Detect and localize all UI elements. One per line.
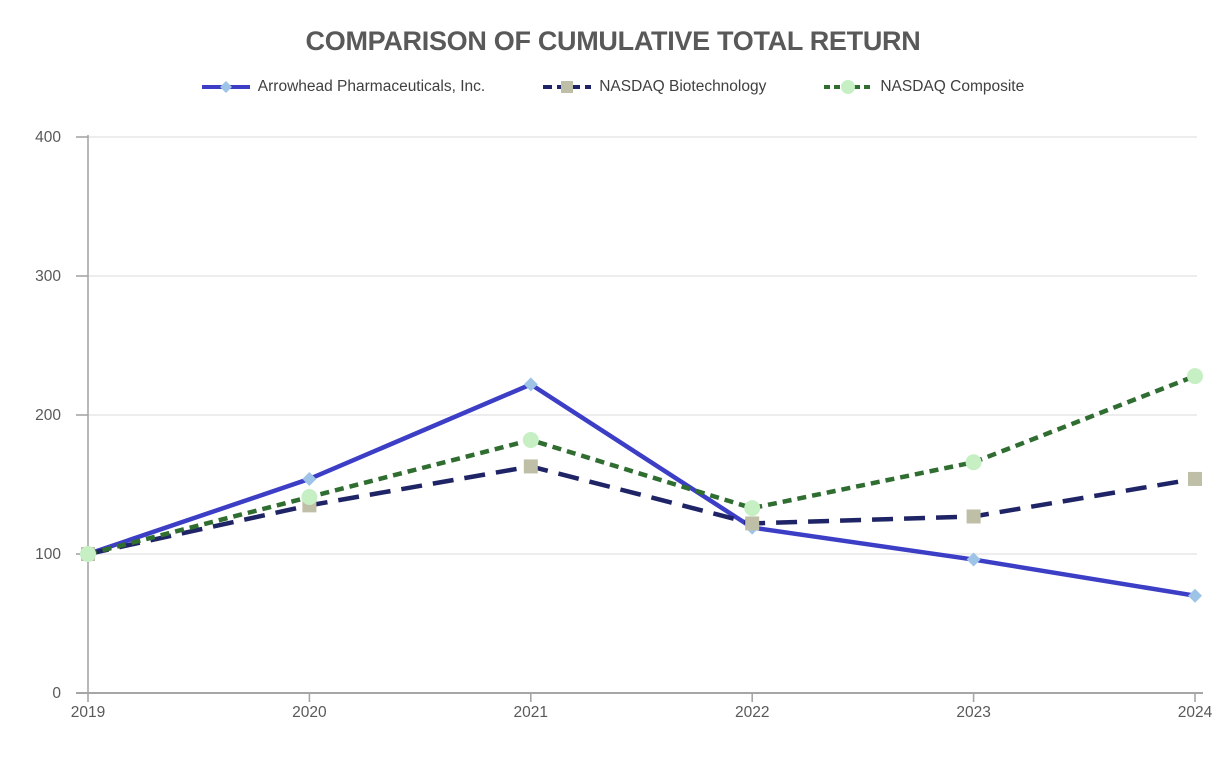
legend-swatch-square-icon xyxy=(543,81,592,93)
series-line-0 xyxy=(87,381,1196,598)
x-tick-label: 2020 xyxy=(292,704,327,721)
x-tick-label: 2023 xyxy=(956,704,990,721)
series-marker-1 xyxy=(1188,471,1202,486)
x-tick-label: 2024 xyxy=(1178,704,1213,721)
legend-item-2: NASDAQ Composite xyxy=(824,78,1024,96)
series-marker-0 xyxy=(1188,588,1202,603)
legend: Arrowhead Pharmaceuticals, Inc. NASDAQ Bi… xyxy=(0,78,1226,96)
x-tick-label: 2019 xyxy=(71,704,105,721)
legend-swatch-circle-icon xyxy=(824,80,873,94)
series-marker-2 xyxy=(301,489,318,506)
legend-item-0: Arrowhead Pharmaceuticals, Inc. xyxy=(201,78,486,96)
legend-label: NASDAQ Composite xyxy=(880,78,1025,95)
series-marker-0 xyxy=(523,377,538,392)
y-tick-label: 200 xyxy=(35,407,61,424)
legend-marker-square-icon xyxy=(561,81,574,93)
series-marker-0 xyxy=(302,471,317,486)
series-marker-1 xyxy=(523,459,538,474)
series-marker-2 xyxy=(744,500,761,517)
series-marker-2 xyxy=(522,432,539,449)
y-tick-label: 400 xyxy=(35,129,61,146)
x-tick-label: 2022 xyxy=(735,704,769,721)
series-marker-0 xyxy=(966,552,981,567)
series-marker-2 xyxy=(965,454,982,471)
chart-title: COMPARISON OF CUMULATIVE TOTAL RETURN xyxy=(305,26,921,56)
series-line-2 xyxy=(87,373,1196,557)
legend-label: Arrowhead Pharmaceuticals, Inc. xyxy=(257,78,486,95)
y-tick-label: 100 xyxy=(35,546,61,563)
series-marker-2 xyxy=(80,546,96,562)
series-marker-1 xyxy=(745,516,760,531)
series-line-1 xyxy=(87,464,1196,557)
legend-marker-diamond-icon xyxy=(219,81,232,93)
series-marker-1 xyxy=(966,509,981,524)
legend-swatch-diamond-icon xyxy=(201,81,250,93)
legend-label: NASDAQ Biotechnology xyxy=(599,78,767,95)
legend-item-1: NASDAQ Biotechnology xyxy=(543,78,766,96)
y-tick-label: 300 xyxy=(35,268,61,285)
y-tick-label: 0 xyxy=(52,685,61,702)
series-marker-2 xyxy=(1187,368,1203,385)
legend-marker-circle-icon xyxy=(841,80,856,94)
x-tick-label: 2021 xyxy=(514,704,548,721)
